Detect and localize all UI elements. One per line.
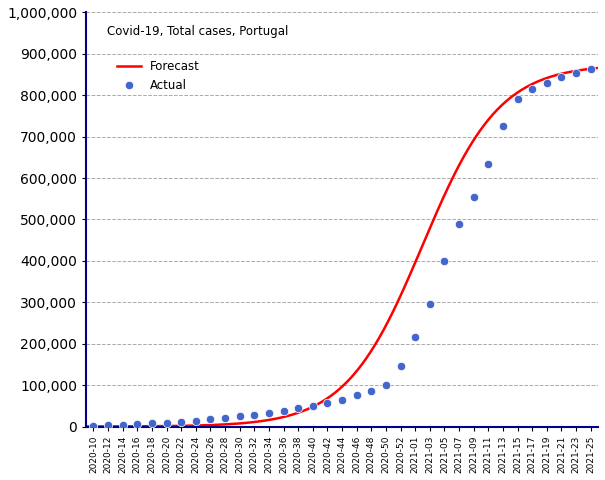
Forecast: [595, 65, 602, 71]
Actual: [191, 417, 201, 425]
Actual: [235, 412, 244, 420]
Actual: [352, 392, 362, 399]
Actual: [586, 65, 595, 73]
Forecast: [82, 423, 90, 429]
Actual: [132, 420, 142, 428]
Actual: [176, 418, 186, 426]
Actual: [264, 409, 274, 417]
Actual: [308, 402, 318, 409]
Actual: [220, 414, 230, 421]
Forecast: [318, 399, 325, 405]
Actual: [322, 399, 332, 407]
Actual: [425, 300, 434, 308]
Actual: [147, 420, 157, 427]
Actual: [469, 193, 479, 201]
Actual: [498, 122, 508, 130]
Actual: [118, 421, 128, 429]
Forecast: [108, 423, 116, 429]
Actual: [381, 381, 391, 389]
Actual: [410, 334, 420, 341]
Actual: [162, 419, 171, 427]
Forecast: [332, 390, 339, 396]
Actual: [454, 220, 464, 228]
Actual: [367, 387, 376, 395]
Actual: [249, 411, 259, 419]
Actual: [206, 416, 215, 423]
Line: Forecast: Forecast: [86, 68, 598, 426]
Actual: [542, 79, 552, 87]
Actual: [337, 396, 347, 404]
Legend: Forecast, Actual: Forecast, Actual: [113, 56, 205, 97]
Actual: [483, 160, 493, 168]
Actual: [440, 257, 450, 265]
Actual: [279, 407, 289, 415]
Text: Covid-19, Total cases, Portugal: Covid-19, Total cases, Portugal: [106, 25, 288, 38]
Forecast: [580, 67, 587, 72]
Actual: [557, 73, 566, 81]
Actual: [103, 421, 113, 429]
Actual: [528, 85, 537, 93]
Actual: [513, 96, 523, 103]
Actual: [396, 363, 405, 371]
Forecast: [580, 67, 587, 72]
Forecast: [486, 116, 493, 121]
Actual: [88, 422, 98, 430]
Actual: [571, 69, 581, 77]
Actual: [293, 405, 303, 412]
